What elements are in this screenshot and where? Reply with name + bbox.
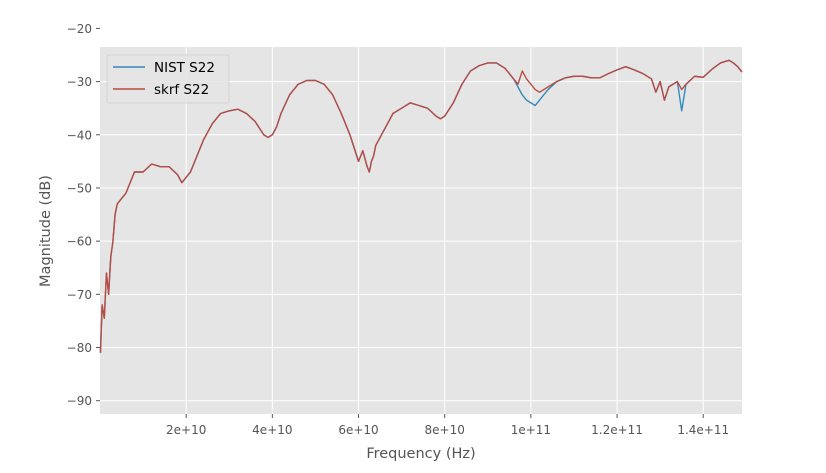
x-tick-label-4: 1e+11 bbox=[511, 423, 551, 437]
x-tick-label-2: 6e+10 bbox=[338, 423, 378, 437]
y-tick-label-6: −80 bbox=[67, 341, 92, 355]
y-axis-label: Magnitude (dB) bbox=[38, 175, 54, 287]
legend: NIST S22 skrf S22 bbox=[106, 54, 230, 104]
y-tick-label-4: −60 bbox=[67, 235, 92, 249]
y-tick-label-0: −20 bbox=[67, 22, 92, 36]
y-tick-label-2: −40 bbox=[67, 128, 92, 142]
legend-label-nist: NIST S22 bbox=[154, 60, 215, 76]
y-tick-label-7: −90 bbox=[67, 394, 92, 408]
legend-label-skrf: skrf S22 bbox=[154, 82, 209, 98]
plot-area bbox=[100, 47, 742, 414]
y-tick-label-5: −70 bbox=[67, 288, 92, 302]
x-tick-label-1: 4e+10 bbox=[252, 423, 292, 437]
y-tick-label-3: −50 bbox=[67, 181, 92, 195]
x-axis: 2e+10 4e+10 6e+10 8e+10 1e+11 1.2e+11 1.4e+11 bbox=[166, 414, 729, 437]
series-line-skrf-s22 bbox=[99, 59, 743, 353]
x-tick-label-0: 2e+10 bbox=[166, 423, 206, 437]
x-axis-label: Frequency (Hz) bbox=[366, 446, 475, 462]
x-tick-label-5: 1.2e+11 bbox=[591, 423, 643, 437]
y-axis: −20 −30 −40 −50 −60 −70 −80 −90 bbox=[67, 22, 100, 408]
y-tick-label-1: −30 bbox=[67, 75, 92, 89]
x-tick-label-6: 1.4e+11 bbox=[677, 423, 729, 437]
series-layer bbox=[99, 59, 743, 353]
x-tick-label-3: 8e+10 bbox=[425, 423, 465, 437]
